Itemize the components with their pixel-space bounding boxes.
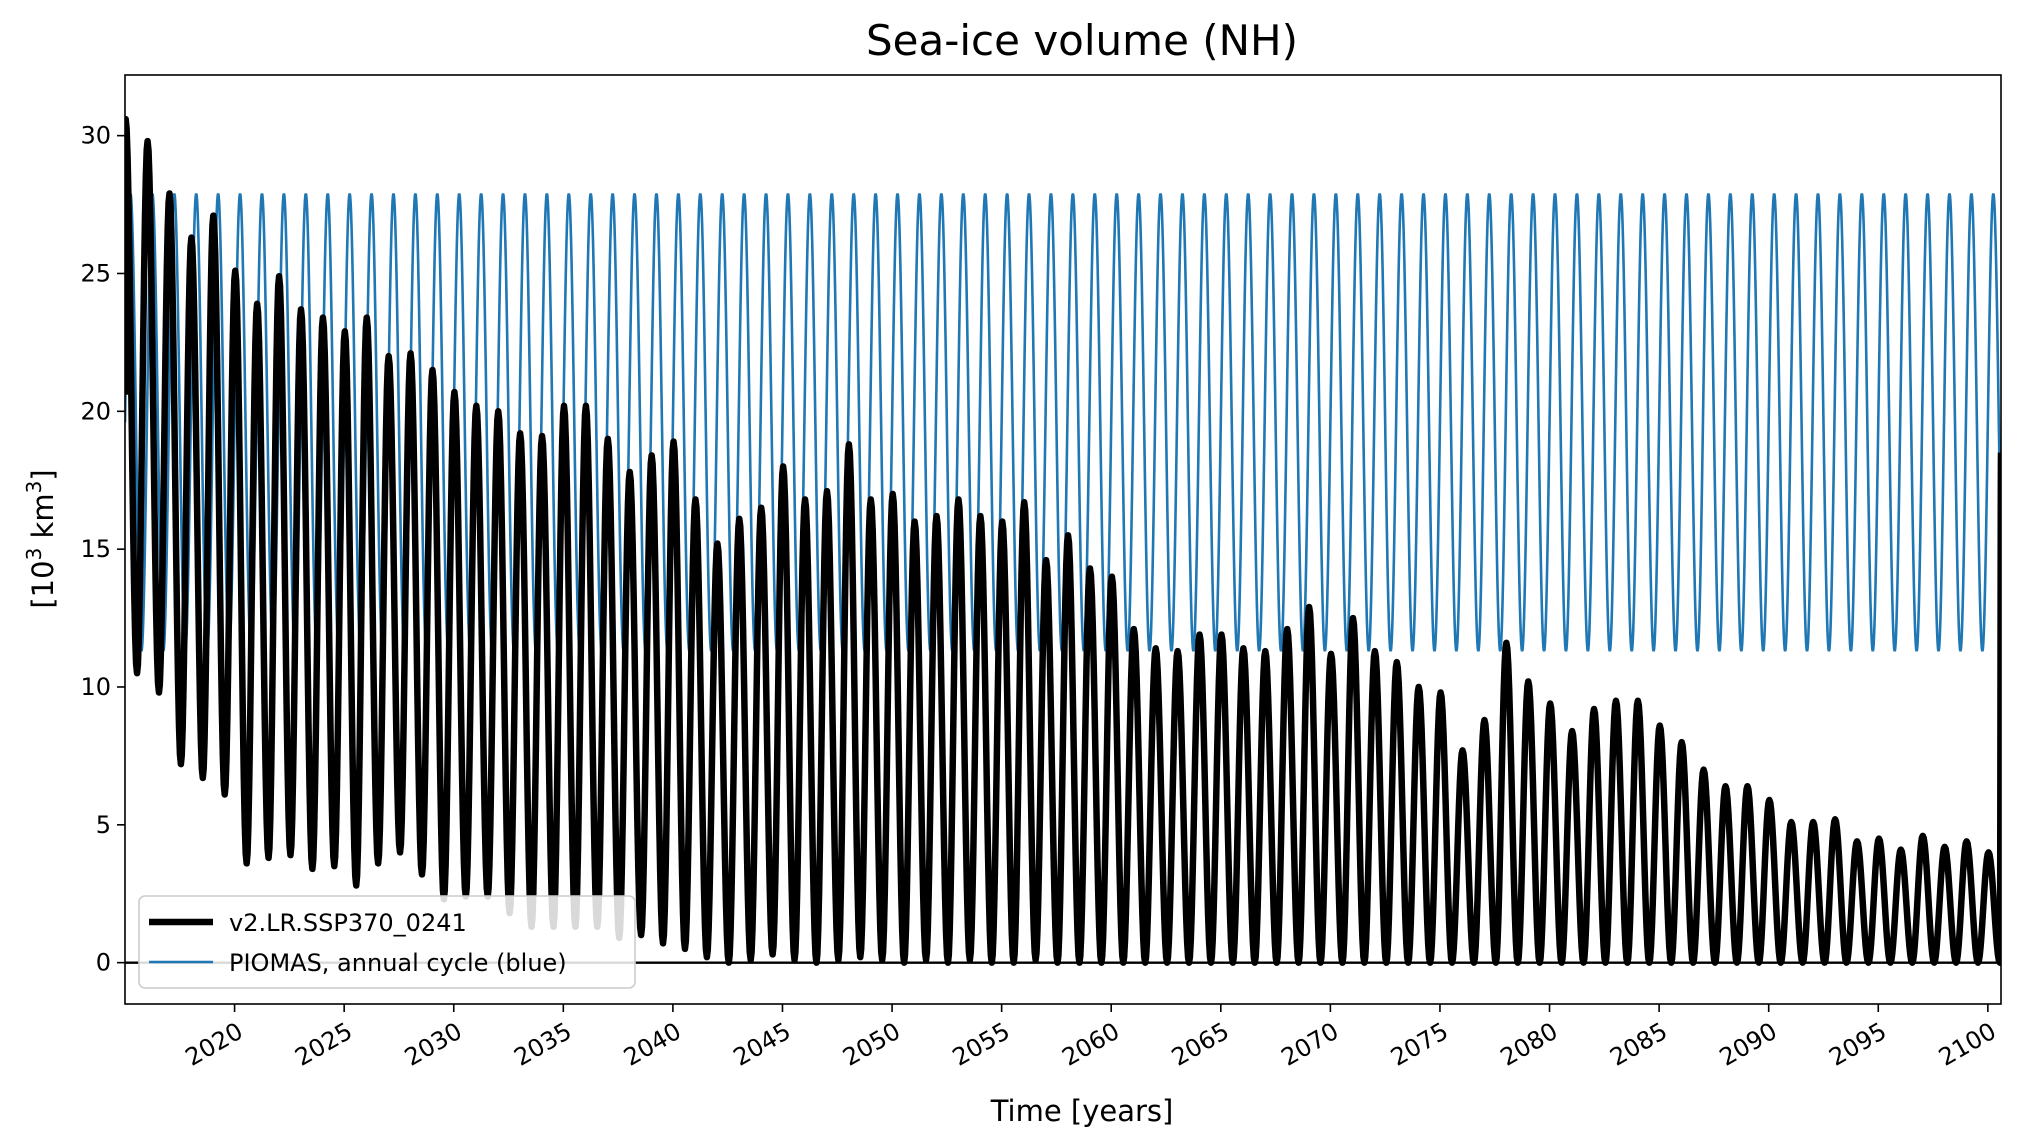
y-tick-label-30: 30 [80,122,111,150]
plot-area [124,74,2002,1005]
y-tick-label-10: 10 [80,673,111,701]
y-tick-label-0: 0 [96,949,111,977]
legend-box [138,895,636,989]
x-tick-label-2060: 2060 [1057,1017,1124,1072]
x-tick-label-2065: 2065 [1167,1017,1234,1072]
x-axis-label: Time [years] [990,1094,1174,1128]
legend: v2.LR.SSP370_0241 PIOMAS, annual cycle (… [138,895,636,989]
x-tick-label-2090: 2090 [1715,1017,1782,1072]
series-line-model [125,115,2001,966]
y-tick-label-25: 25 [80,259,111,287]
x-tick-label-2025: 2025 [290,1017,357,1072]
x-tick-label-2050: 2050 [838,1017,905,1072]
x-tick-label-2095: 2095 [1824,1017,1891,1072]
series-layer [125,115,2001,966]
x-tick-label-2075: 2075 [1386,1017,1453,1072]
x-tick-label-2080: 2080 [1496,1017,1563,1072]
x-tick-label-2040: 2040 [619,1017,686,1072]
y-axis: 0 5 10 15 20 25 30 [80,122,125,977]
x-tick-label-2030: 2030 [400,1017,467,1072]
x-tick-label-2045: 2045 [729,1017,796,1072]
legend-label-model: v2.LR.SSP370_0241 [229,909,467,937]
y-tick-label-20: 20 [80,397,111,425]
y-axis-label: [103 km3] [22,469,60,608]
y-tick-label-15: 15 [80,535,111,563]
plot-frame [124,74,2002,1005]
x-tick-label-2055: 2055 [948,1017,1015,1072]
x-tick-label-2020: 2020 [181,1017,248,1072]
x-axis: 2020 2025 2030 2035 2040 2045 2050 2055 2060 2065… [181,1004,2001,1072]
chart-title: Sea-ice volume (NH) [866,16,1298,65]
x-tick-label-2085: 2085 [1605,1017,1672,1072]
y-tick-label-5: 5 [96,811,111,839]
x-tick-label-2070: 2070 [1276,1017,1343,1072]
legend-label-piomas: PIOMAS, annual cycle (blue) [229,949,567,977]
x-tick-label-2100: 2100 [1934,1017,2001,1072]
x-tick-label-2035: 2035 [509,1017,576,1072]
